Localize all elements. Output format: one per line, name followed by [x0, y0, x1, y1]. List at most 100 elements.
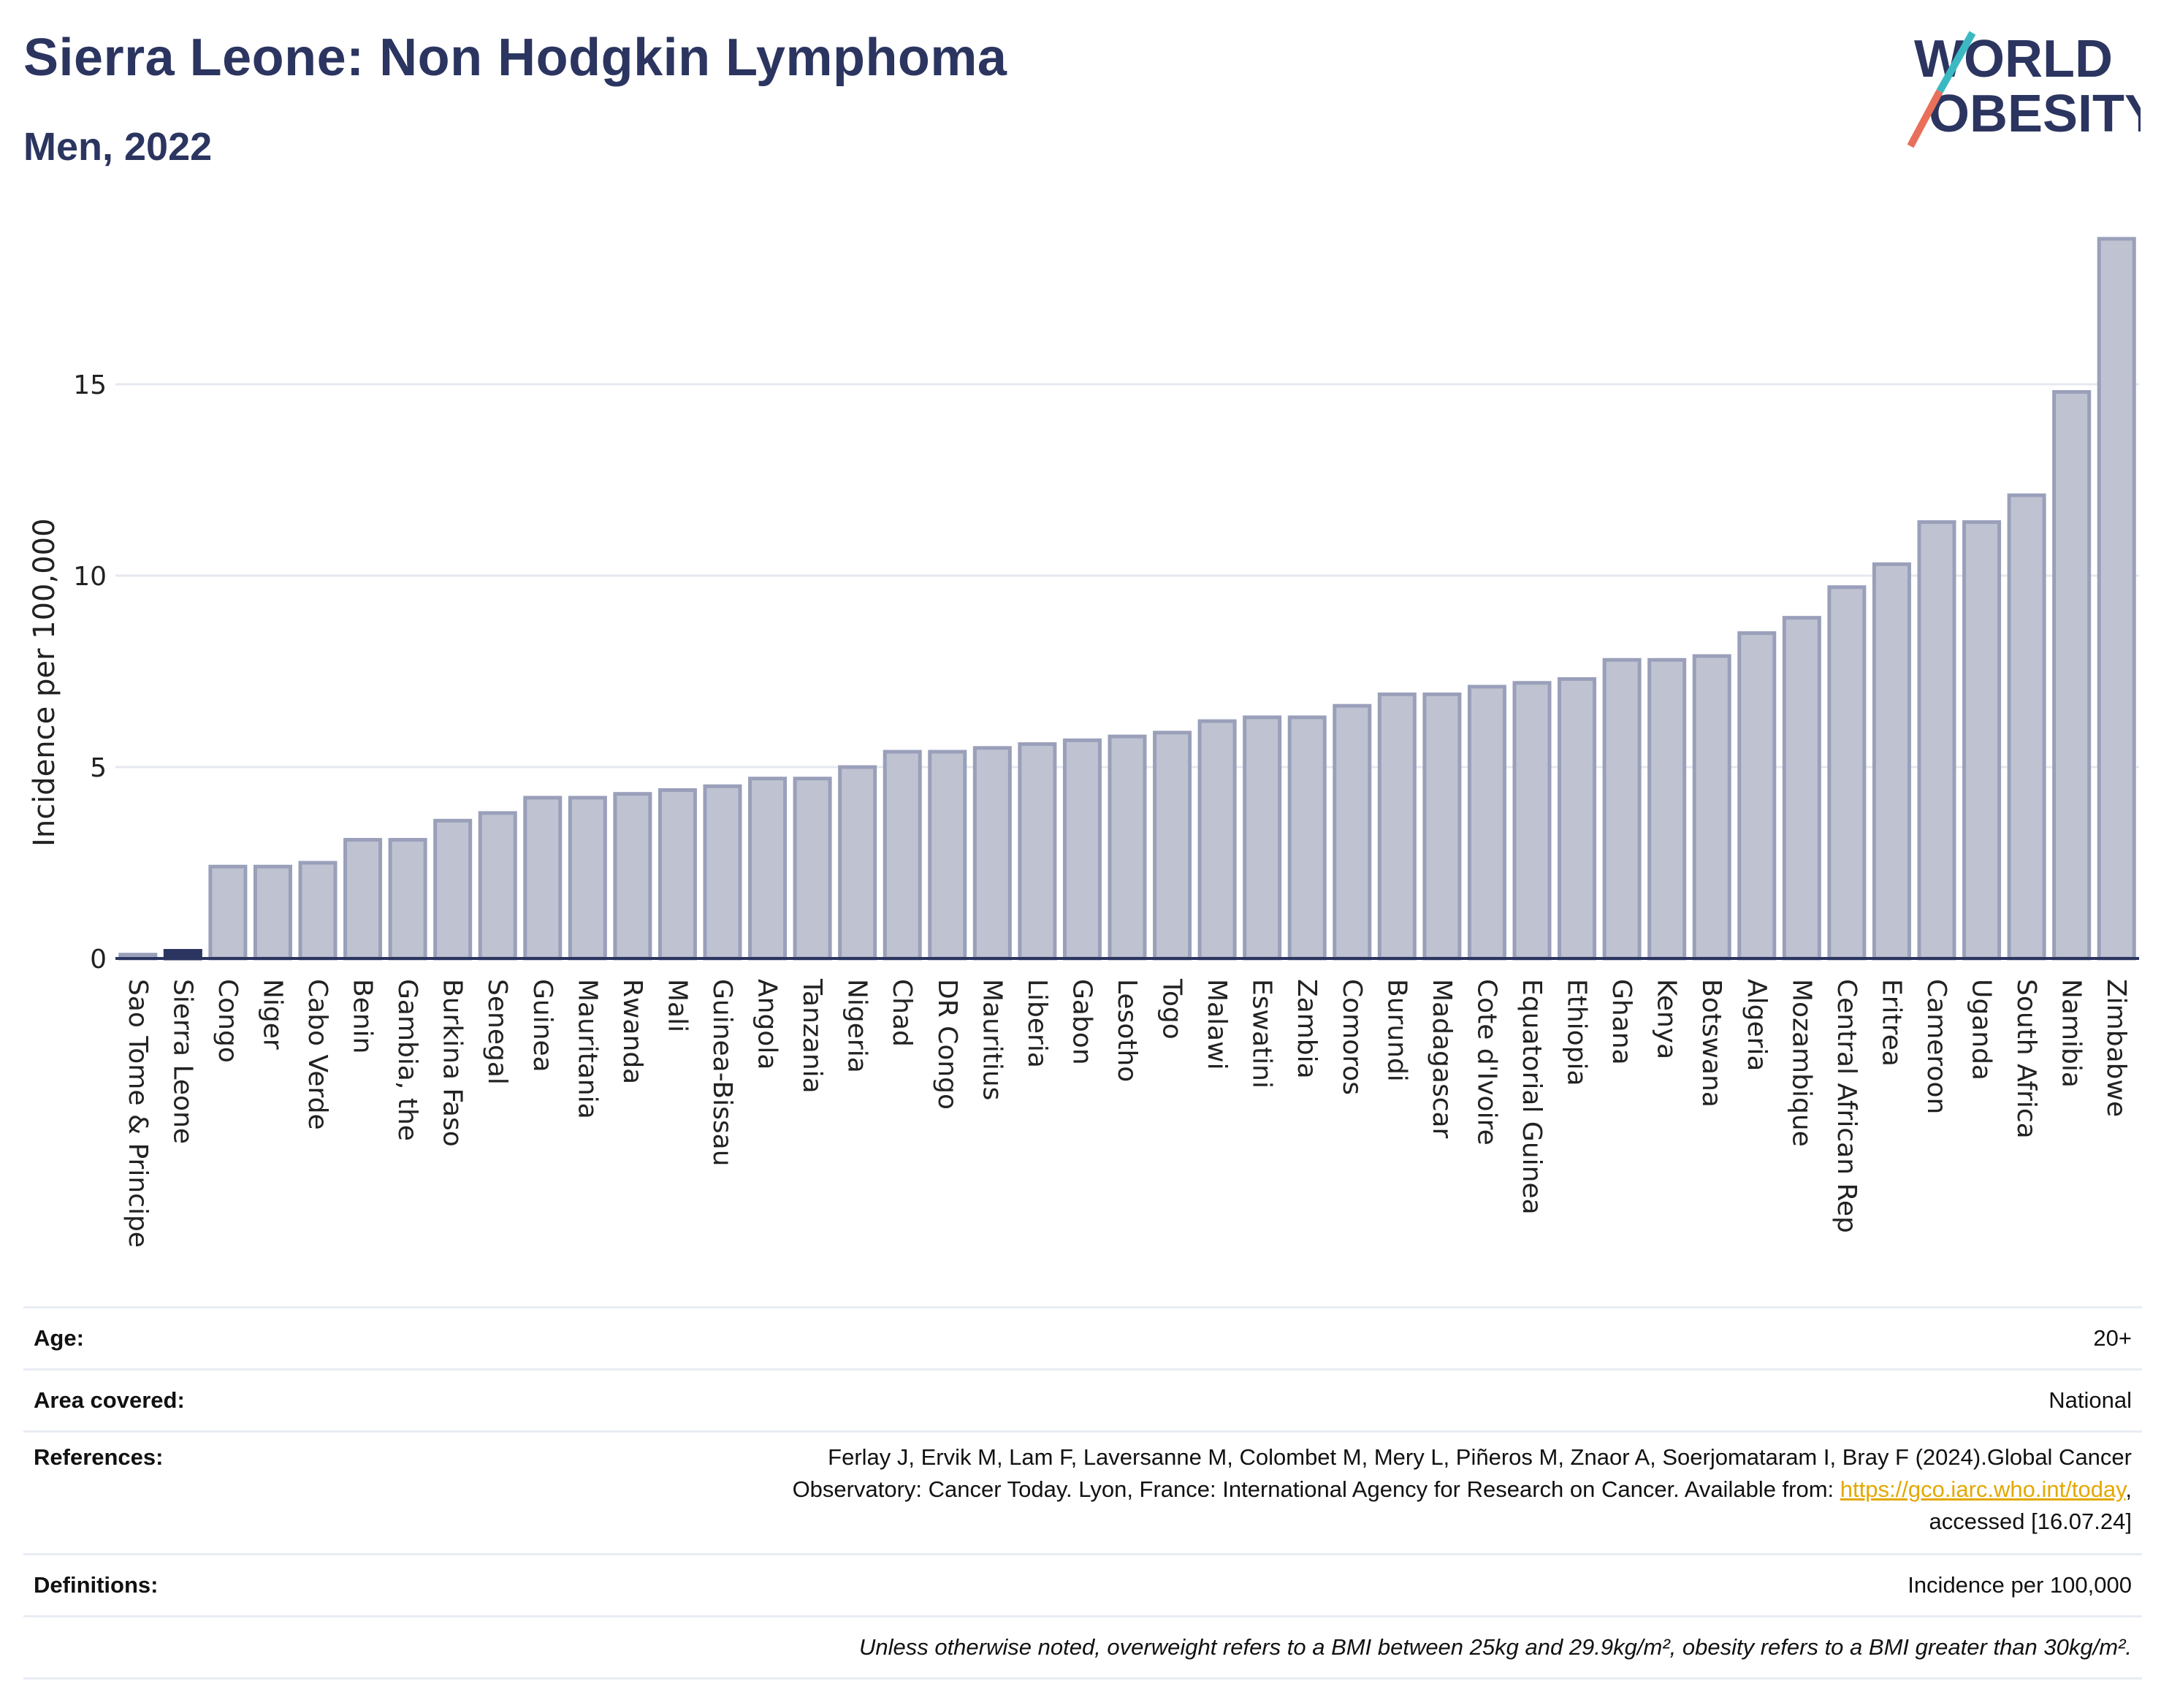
y-tick-label: 5 — [90, 753, 107, 783]
x-tick-label: Cameroon — [1921, 979, 1951, 1114]
info-row-area: Area covered: National — [23, 1368, 2142, 1430]
chart-subtitle: Men, 2022 — [23, 125, 213, 169]
x-tick-label: Botswana — [1696, 979, 1726, 1107]
reference-text-4: accessed [16.07.24] — [1929, 1509, 2132, 1534]
info-row-references: References: Ferlay J, Ervik M, Lam F, La… — [23, 1430, 2142, 1553]
x-tick-label: Gambia, the — [392, 979, 422, 1141]
bar — [2052, 389, 2092, 961]
bar — [838, 765, 877, 961]
reference-text-1: Ferlay J, Ervik M, Lam F, Laversanne M, … — [828, 1444, 2132, 1470]
x-tick-label: Sao Tome & Principe — [123, 979, 153, 1248]
bar — [658, 788, 697, 961]
bmi-note: Unless otherwise noted, overweight refer… — [858, 1634, 2132, 1660]
references-label: References: — [34, 1444, 164, 1470]
bar — [1422, 692, 1462, 961]
bar — [388, 838, 427, 961]
bar — [1243, 715, 1282, 961]
x-tick-label: Equatorial Guinea — [1517, 979, 1547, 1215]
x-tick-label: Zimbabwe — [2101, 979, 2131, 1117]
bar — [1062, 738, 1102, 961]
chart-title: Sierra Leone: Non Hodgkin Lymphoma — [23, 28, 1007, 87]
area-label: Area covered: — [34, 1387, 185, 1413]
x-tick-label: South Africa — [2011, 979, 2041, 1139]
bar — [1692, 654, 1731, 961]
x-tick-label: Central African Rep — [1832, 979, 1861, 1233]
bar — [1153, 731, 1192, 961]
bar — [1377, 692, 1417, 961]
bar — [2097, 237, 2136, 961]
x-tick-label: Cabo Verde — [302, 979, 332, 1130]
bar — [1827, 585, 1867, 961]
bar — [433, 818, 473, 961]
reference-text-3: , — [2125, 1476, 2132, 1502]
x-tick-label: Congo — [213, 979, 243, 1063]
bar — [1197, 719, 1237, 961]
bar — [1872, 562, 1911, 961]
x-tick-label: Chad — [887, 979, 917, 1047]
x-tick-label: Angola — [752, 979, 782, 1070]
bar — [2007, 493, 2046, 961]
x-tick-label: Eswatini — [1247, 979, 1277, 1089]
definitions-value: Incidence per 100,000 — [1907, 1572, 2132, 1598]
definitions-label: Definitions: — [34, 1572, 159, 1598]
x-tick-label: Rwanda — [617, 979, 647, 1084]
x-tick-label: Algeria — [1742, 979, 1772, 1072]
x-tick-label: Ethiopia — [1562, 979, 1592, 1086]
bar — [1602, 657, 1642, 961]
info-row-note: Unless otherwise noted, overweight refer… — [23, 1615, 2142, 1680]
x-tick-label: Ghana — [1607, 979, 1636, 1065]
bar — [1287, 715, 1327, 961]
x-tick-label: Mali — [662, 979, 692, 1032]
x-tick-label: Nigeria — [842, 979, 872, 1073]
bar — [1558, 676, 1597, 961]
svg-text:OBESITY: OBESITY — [1929, 85, 2141, 143]
reference-link[interactable]: https://gco.iarc.who.int/today — [1840, 1476, 2126, 1502]
bar — [1512, 681, 1552, 961]
y-tick-label: 15 — [73, 370, 107, 400]
bar — [253, 864, 292, 961]
bar — [972, 746, 1012, 961]
bar — [1917, 520, 1956, 961]
bar — [1108, 734, 1147, 961]
bar — [1782, 616, 1821, 961]
bar — [208, 864, 248, 961]
bar — [928, 750, 967, 961]
x-tick-label: Kenya — [1652, 979, 1682, 1059]
x-tick-label: Mauritania — [572, 979, 602, 1119]
bar — [478, 811, 517, 961]
y-axis-label: Incidence per 100,000 — [28, 518, 61, 846]
x-tick-label: Malawi — [1202, 979, 1232, 1070]
x-tick-label: Lesotho — [1112, 979, 1142, 1082]
y-tick-label: 10 — [73, 562, 107, 592]
x-tick-label: Mozambique — [1786, 979, 1816, 1147]
reference-text-2: Observatory: Cancer Today. Lyon, France:… — [792, 1476, 1840, 1502]
area-value: National — [2048, 1387, 2132, 1413]
bar — [613, 792, 652, 961]
x-tick-label: Niger — [257, 979, 287, 1050]
age-value: 20+ — [2093, 1325, 2132, 1351]
x-tick-label: Liberia — [1022, 979, 1052, 1068]
references-value: Ferlay J, Ervik M, Lam F, Laversanne M, … — [793, 1441, 2142, 1538]
x-tick-label: Gabon — [1067, 979, 1097, 1065]
bar — [1467, 685, 1506, 961]
x-tick-label: Zambia — [1292, 979, 1322, 1079]
x-tick-label: Burundi — [1381, 979, 1411, 1082]
x-tick-label: Tanzania — [797, 978, 827, 1094]
x-tick-label: Benin — [348, 979, 378, 1053]
bar — [703, 784, 742, 961]
x-tick-label: Guinea-Bissau — [707, 979, 737, 1167]
x-tick-label: Uganda — [1967, 979, 1997, 1080]
bar — [568, 796, 607, 961]
x-tick-label: Namibia — [2057, 979, 2086, 1088]
x-tick-label: DR Congo — [932, 979, 962, 1110]
x-tick-label: Senegal — [482, 979, 512, 1085]
bar — [523, 796, 563, 961]
bar — [1647, 657, 1687, 961]
bar-chart: 0 5 10 15 Incidence per 100,000 Sao Tome & Pr… — [28, 237, 2139, 1248]
bar — [1737, 631, 1777, 961]
age-label: Age: — [34, 1325, 84, 1351]
bar — [1018, 742, 1057, 961]
y-tick-label: 0 — [90, 945, 107, 975]
bar — [298, 861, 338, 961]
bar — [793, 777, 832, 961]
